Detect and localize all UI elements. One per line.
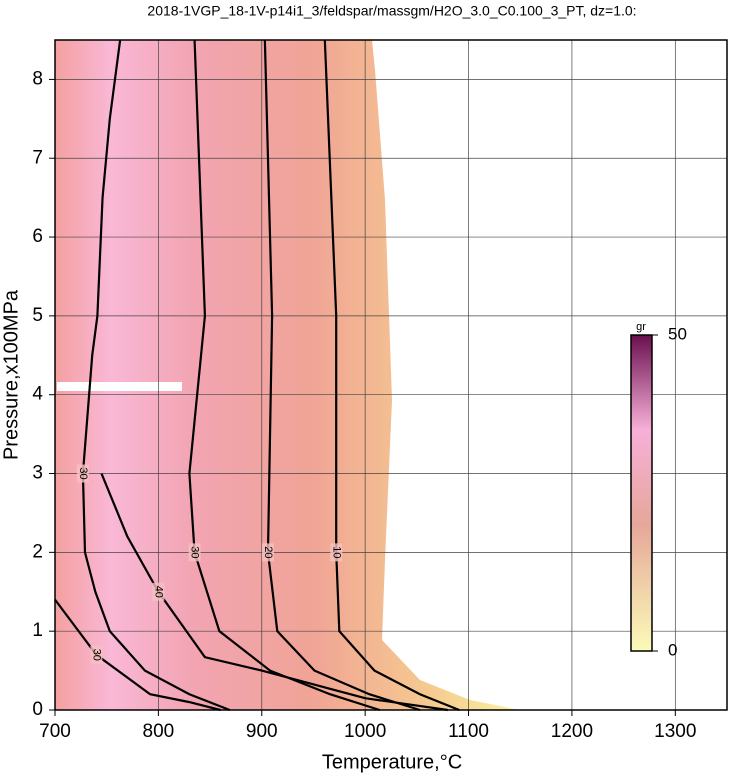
contour-label: 30	[189, 546, 201, 558]
contour-line	[323, 39, 460, 712]
y-tick-label: 7	[32, 147, 43, 168]
colorbar-tick-label: 50	[668, 324, 687, 343]
contour-line	[81, 39, 231, 712]
y-tick-label: 2	[32, 541, 43, 562]
contour-line	[188, 39, 380, 712]
x-tick-label: 700	[39, 721, 71, 742]
y-tick-label: 4	[32, 384, 43, 405]
contour-label: 10	[330, 546, 342, 558]
x-axis-label: Temperature,°C	[322, 751, 462, 773]
x-tick-label: 1100	[448, 721, 489, 742]
contour-label-bg	[152, 582, 165, 601]
contour-label-bg	[330, 543, 343, 562]
x-tick-label: 1300	[654, 721, 696, 742]
contour-line	[100, 473, 449, 712]
y-tick-label: 8	[32, 68, 43, 89]
y-tick-label: 3	[32, 463, 43, 484]
contour-line	[263, 39, 421, 712]
y-tick-label: 1	[32, 620, 43, 641]
y-tick-label: 0	[32, 699, 43, 720]
x-tick-label: 800	[143, 721, 175, 742]
colorbar	[630, 334, 653, 652]
contour-label-bg	[261, 543, 274, 562]
y-tick-label: 6	[32, 226, 43, 247]
plot-frame	[54, 39, 728, 711]
contour-label: 30	[90, 649, 102, 661]
x-tick-label: 1000	[344, 721, 386, 742]
contour-label: 40	[152, 586, 164, 598]
colorbar-label: gr	[636, 321, 646, 333]
x-tick-label: 1200	[551, 721, 593, 742]
filled-area	[55, 40, 520, 710]
contour-label: 30	[77, 467, 89, 479]
contour-label-bg	[90, 645, 103, 664]
artifact-band	[57, 382, 182, 391]
contour-label-bg	[188, 543, 201, 562]
x-tick-label: 900	[246, 721, 278, 742]
y-axis-label: Pressure,x100MPa	[0, 289, 22, 460]
colorbar-tick-label: 0	[668, 640, 677, 659]
contour-line	[54, 598, 221, 712]
contour-label-bg	[76, 464, 89, 483]
y-tick-label: 5	[32, 305, 43, 326]
chart-title: 2018-1VGP_18-1V-p14i1_3/feldspar/massgm/…	[147, 3, 636, 19]
contour-label: 20	[262, 546, 274, 558]
